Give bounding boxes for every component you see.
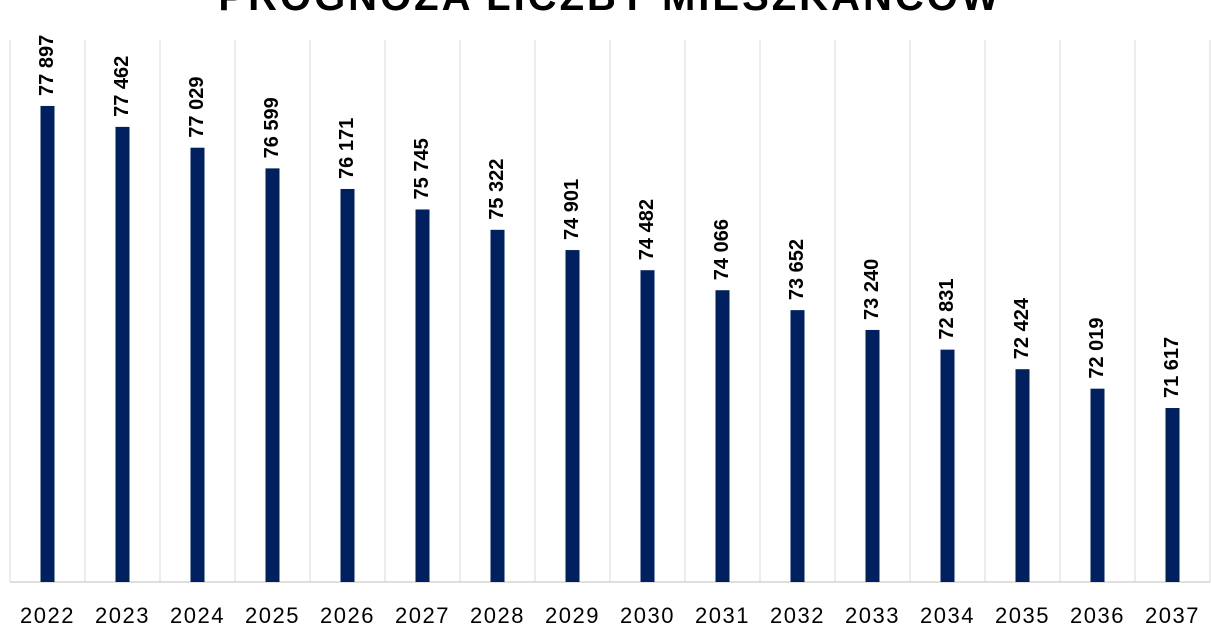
x-tick-label: 2031 [695,603,750,628]
value-label: 77 029 [186,77,208,138]
bar [940,349,955,582]
value-label: 76 599 [261,97,283,158]
bar [640,270,655,582]
x-tick-label: 2024 [170,603,225,628]
x-tick-label: 2033 [845,603,900,628]
value-label: 74 066 [711,219,733,280]
x-tick-label: 2023 [95,603,150,628]
chart-title: PROGNOZA LICZBY MIESZKAŃCÓW [218,0,1001,19]
x-tick-label: 2034 [920,603,975,628]
value-label: 74 901 [561,179,583,240]
value-label: 75 745 [411,138,433,199]
x-tick-label: 2029 [545,603,600,628]
bar [490,229,505,582]
value-label: 75 322 [486,159,508,220]
x-tick-label: 2030 [620,603,675,628]
bar [190,147,205,583]
value-label: 73 652 [786,239,808,300]
bar [340,188,355,582]
bar [565,250,580,583]
value-label: 71 617 [1161,337,1183,398]
x-tick-label: 2035 [995,603,1050,628]
value-label: 77 897 [36,35,58,96]
bar [1090,388,1105,582]
bar [415,209,430,582]
value-label: 72 019 [1086,318,1108,379]
x-tick-label: 2022 [20,603,75,628]
x-tick-label: 2036 [1070,603,1125,628]
bar [715,290,730,582]
bar [1015,369,1030,582]
bar [1165,408,1180,582]
value-label: 73 240 [861,259,883,320]
bar [865,329,880,582]
bar [790,310,805,582]
x-tick-label: 2028 [470,603,525,628]
value-label: 77 462 [111,56,133,117]
value-label: 72 831 [936,278,958,339]
x-tick-label: 2037 [1145,603,1200,628]
value-label: 72 424 [1011,297,1033,359]
x-tick-label: 2026 [320,603,375,628]
bar [265,168,280,582]
value-label: 74 482 [636,199,658,260]
bar [115,126,130,582]
bar [40,105,55,583]
value-label: 76 171 [336,118,358,179]
x-tick-label: 2027 [395,603,450,628]
x-tick-label: 2025 [245,603,300,628]
x-tick-label: 2032 [770,603,825,628]
